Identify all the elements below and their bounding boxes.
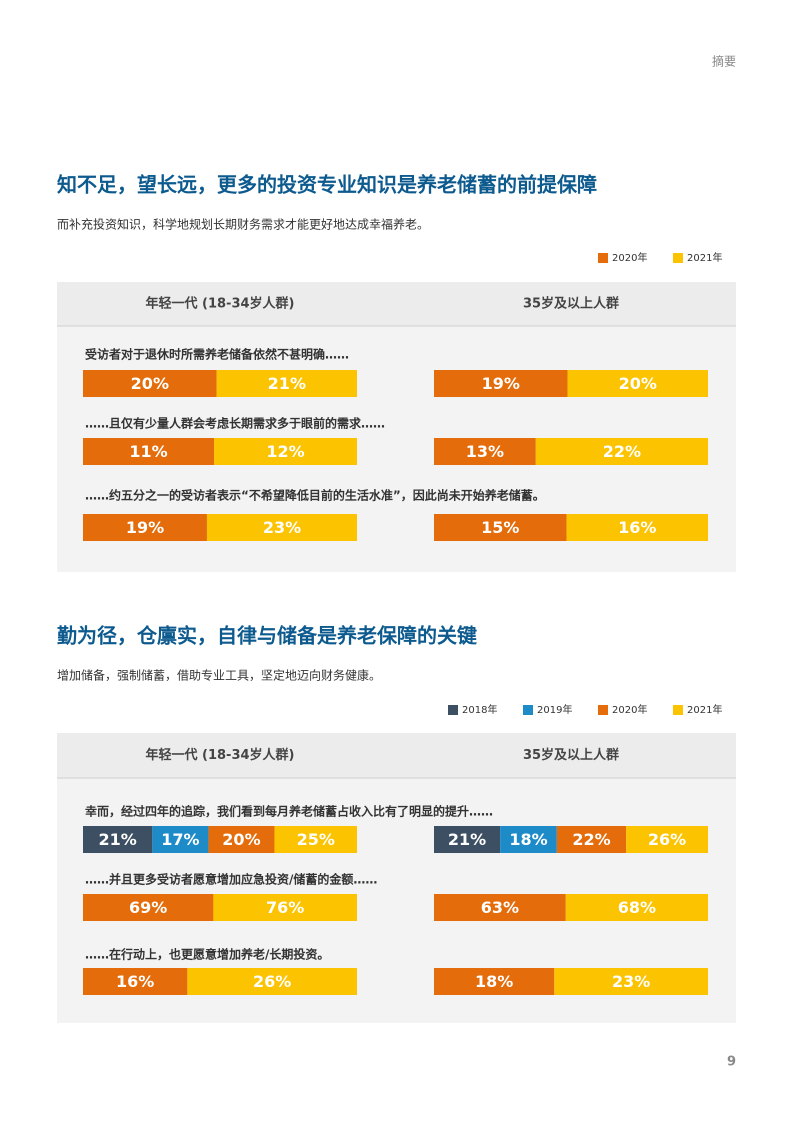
bar-segment xyxy=(213,894,357,921)
value-label: 76% xyxy=(266,898,304,917)
row-label: 幸而，经过四年的追踪，我们看到每月养老储蓄占收入比有了明显的提升…… xyxy=(85,804,493,819)
legend-label: 2019年 xyxy=(537,703,572,716)
row-label: ……并且更多受访者愿意增加应急投资/储蓄的金额…… xyxy=(85,872,377,887)
header: 摘要 xyxy=(712,54,736,69)
value-label: 19% xyxy=(126,518,164,537)
value-label: 18% xyxy=(509,830,547,849)
value-label: 17% xyxy=(161,830,199,849)
bar-segment xyxy=(83,438,215,465)
page-number: 9 xyxy=(727,1055,736,1070)
value-label: 16% xyxy=(618,518,656,537)
bar-segment xyxy=(567,370,708,397)
legend-swatch xyxy=(523,705,533,715)
value-label: 23% xyxy=(263,518,301,537)
row-label: ……且仅有少量人群会考虑长期需求多于眼前的需求…… xyxy=(85,416,385,431)
value-label: 26% xyxy=(648,830,686,849)
value-label: 21% xyxy=(448,830,486,849)
value-label: 11% xyxy=(129,442,167,461)
value-label: 63% xyxy=(481,898,519,917)
bar-segment xyxy=(187,968,357,995)
value-label: 25% xyxy=(297,830,335,849)
row-label: 受访者对于退休时所需养老储备依然不甚明确…… xyxy=(85,347,349,362)
value-label: 22% xyxy=(603,442,641,461)
panel-title: 年轻一代 (18-34岁人群) xyxy=(146,747,295,763)
panel-header xyxy=(57,282,736,326)
bar-segment xyxy=(434,438,536,465)
row-label: ……约五分之一的受访者表示“不希望降低目前的生活水准”，因此尚未开始养老储蓄。 xyxy=(85,488,545,503)
section-subtitle: 而补充投资知识，科学地规划长期财务需求才能更好地达成幸福养老。 xyxy=(57,217,429,232)
section-subtitle: 增加储备，强制储蓄，借助专业工具，坚定地迈向财务健康。 xyxy=(57,668,381,683)
value-label: 21% xyxy=(99,830,137,849)
legend-swatch xyxy=(448,705,458,715)
bar-segment xyxy=(83,370,217,397)
bar-segment xyxy=(83,894,214,921)
value-label: 15% xyxy=(481,518,519,537)
bar-segment xyxy=(626,826,708,853)
bar-segment xyxy=(565,894,708,921)
legend-label: 2018年 xyxy=(462,703,497,716)
value-label: 22% xyxy=(572,830,610,849)
section-title: 勤为径，仓廪实，自律与储备是养老保障的关键 xyxy=(57,624,477,648)
value-label: 16% xyxy=(116,972,154,991)
bar-segment xyxy=(83,968,188,995)
value-label: 69% xyxy=(129,898,167,917)
panel-title: 年轻一代 (18-34岁人群) xyxy=(146,296,295,312)
panel-title: 35岁及以上人群 xyxy=(523,747,619,763)
value-label: 12% xyxy=(266,442,304,461)
legend-swatch xyxy=(598,253,608,263)
bar-segment xyxy=(83,514,207,541)
legend-label: 2020年 xyxy=(612,251,647,264)
legend-swatch xyxy=(673,253,683,263)
bar-segment xyxy=(216,370,357,397)
value-label: 20% xyxy=(131,374,169,393)
bar-segment xyxy=(274,826,357,853)
bar-segment xyxy=(214,438,357,465)
bar-segment xyxy=(554,968,708,995)
bar-segment xyxy=(434,968,555,995)
value-label: 68% xyxy=(618,898,656,917)
panel-header xyxy=(57,733,736,778)
value-label: 26% xyxy=(253,972,291,991)
bar-segment xyxy=(434,826,501,853)
bar-segment xyxy=(566,514,708,541)
panel-title: 35岁及以上人群 xyxy=(523,296,619,312)
bar-segment xyxy=(535,438,708,465)
legend-swatch xyxy=(598,705,608,715)
bar-segment xyxy=(434,894,566,921)
bar-segment xyxy=(556,826,627,853)
legend-label: 2021年 xyxy=(687,251,722,264)
value-label: 19% xyxy=(482,374,520,393)
bar-segment xyxy=(152,826,209,853)
legend-swatch xyxy=(673,705,683,715)
value-label: 20% xyxy=(222,830,260,849)
value-label: 23% xyxy=(612,972,650,991)
bar-segment xyxy=(434,370,568,397)
section-title: 知不足，望长远，更多的投资专业知识是养老储蓄的前提保障 xyxy=(57,173,597,197)
bar-segment xyxy=(206,514,357,541)
bar-segment xyxy=(500,826,557,853)
value-label: 20% xyxy=(619,374,657,393)
bar-segment xyxy=(83,826,153,853)
row-label: ……在行动上，也更愿意增加养老/长期投资。 xyxy=(85,947,329,962)
bar-segment xyxy=(208,826,275,853)
legend-label: 2020年 xyxy=(612,703,647,716)
legend-label: 2021年 xyxy=(687,703,722,716)
value-label: 18% xyxy=(475,972,513,991)
bar-segment xyxy=(434,514,567,541)
value-label: 13% xyxy=(466,442,504,461)
value-label: 21% xyxy=(268,374,306,393)
